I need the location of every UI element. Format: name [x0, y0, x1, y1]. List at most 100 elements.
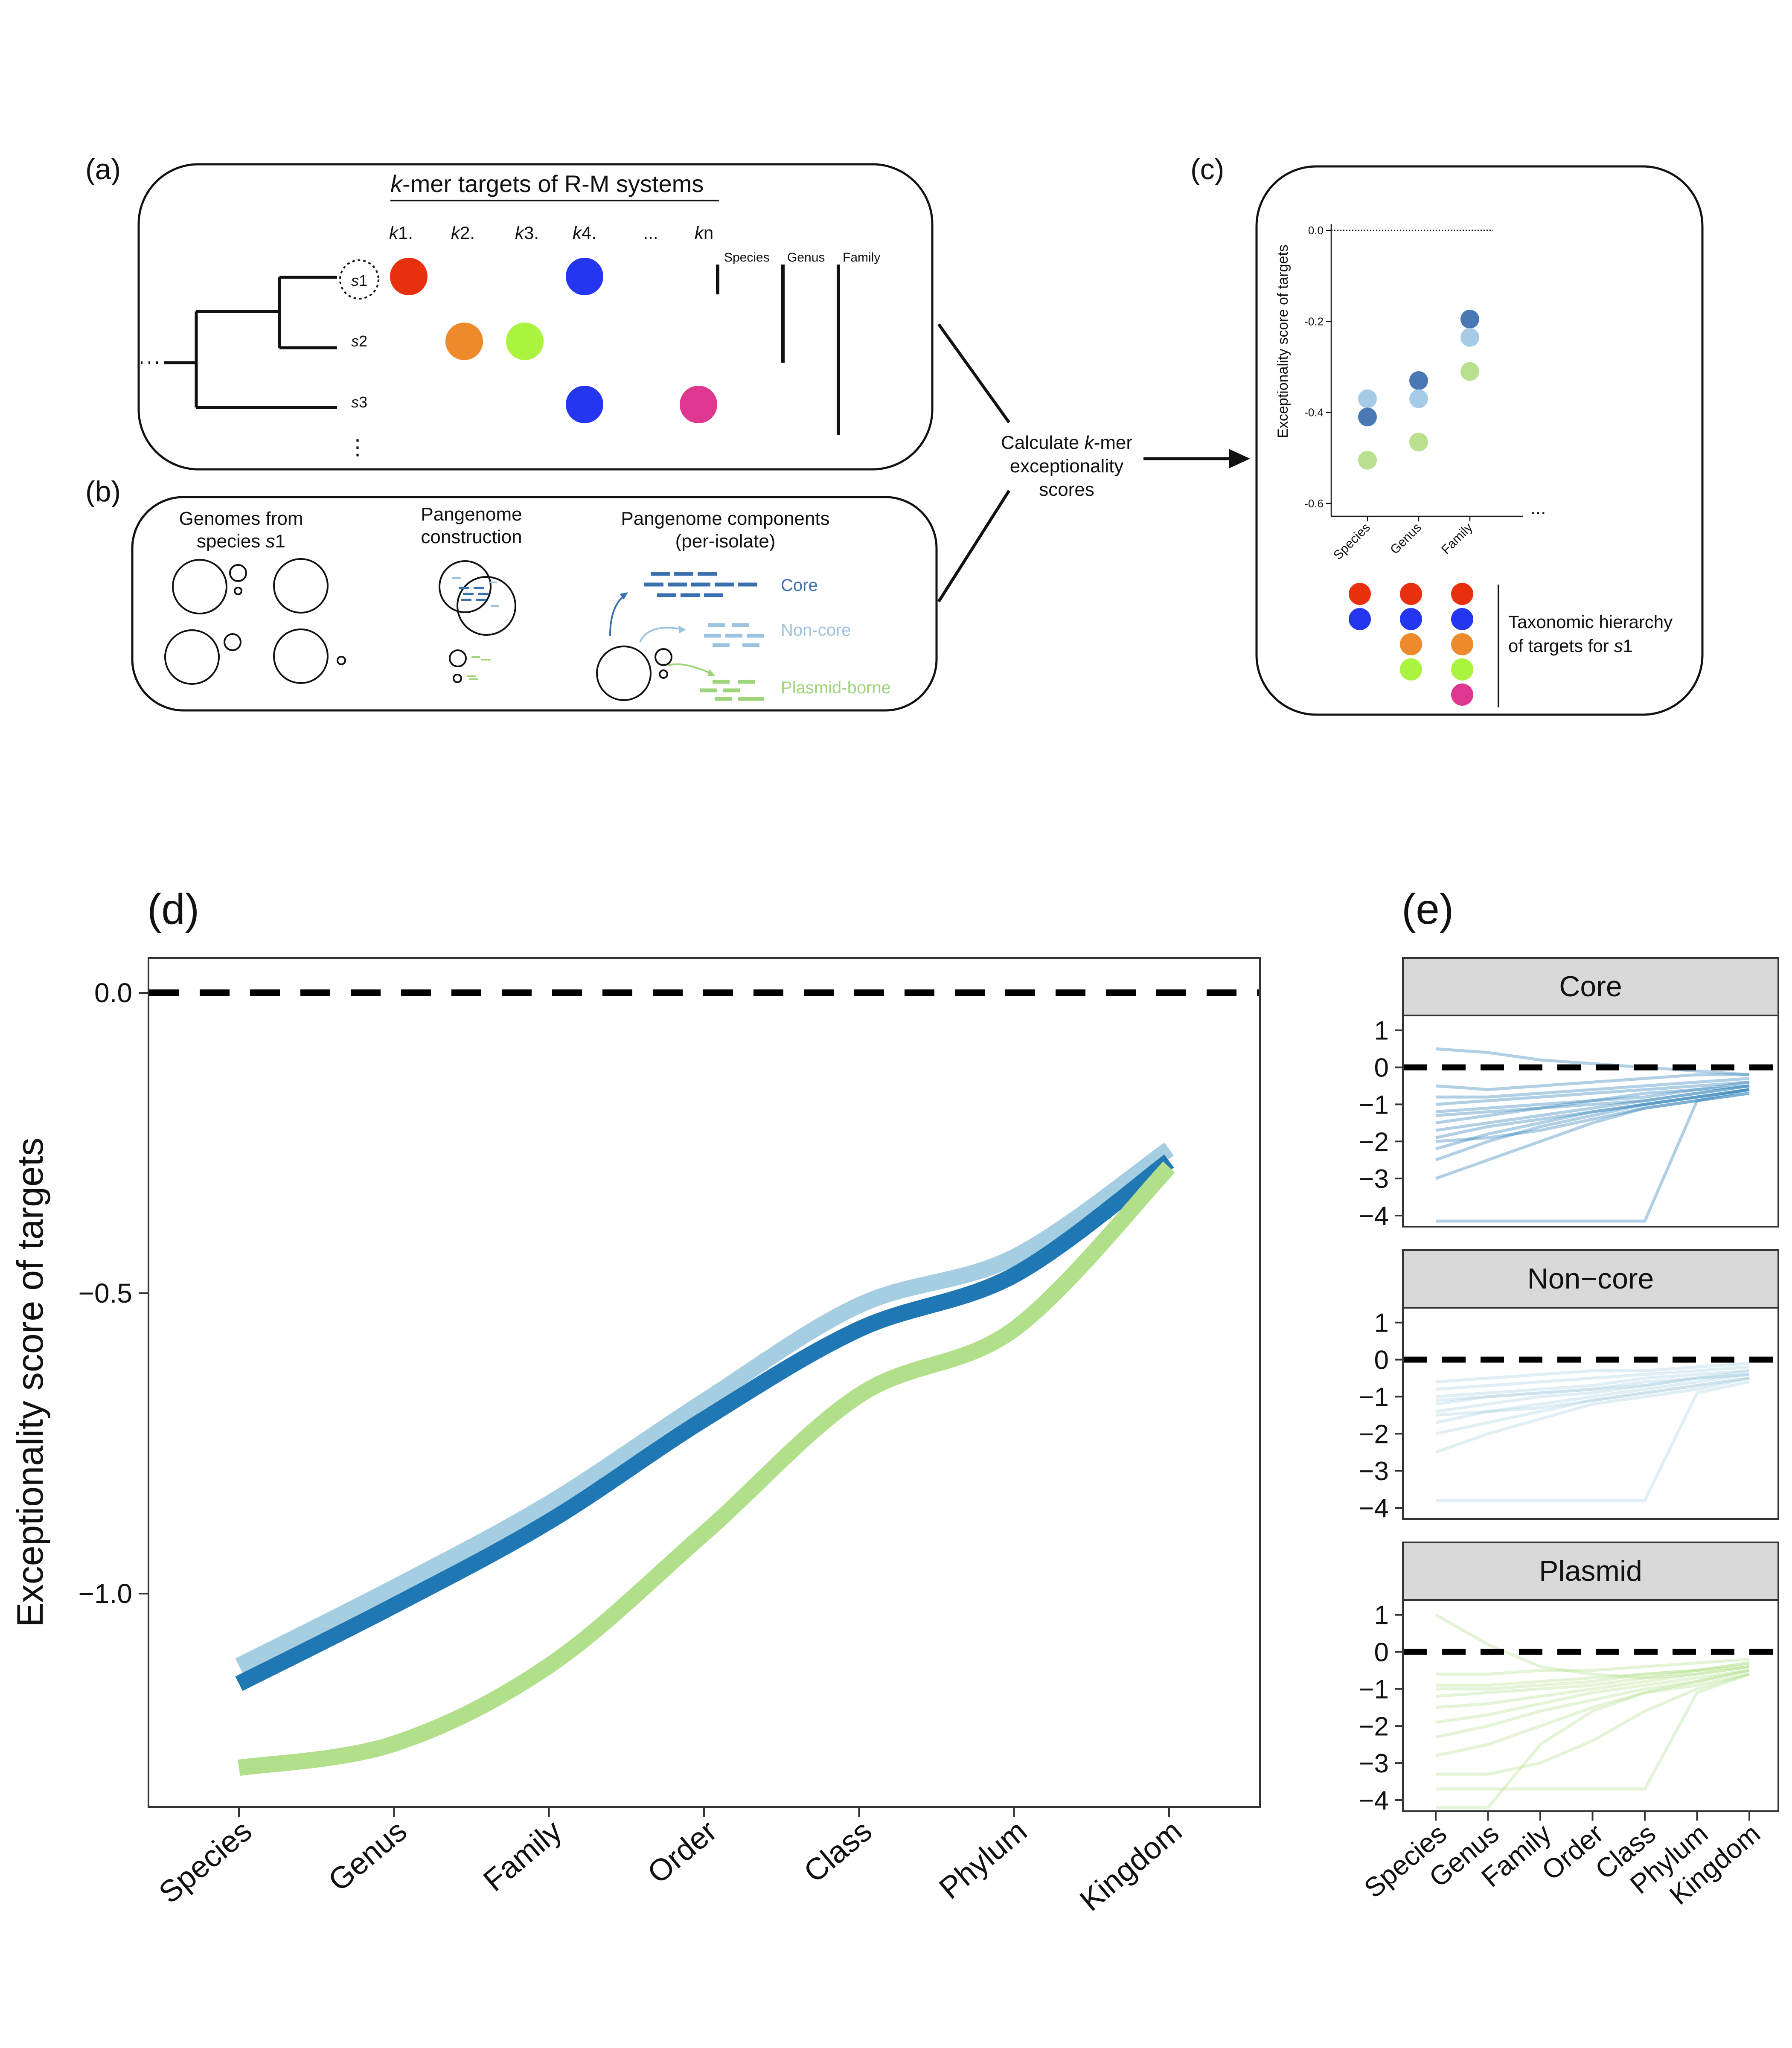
facet-plot-frame	[1402, 1307, 1779, 1520]
facet-line	[1436, 1077, 1750, 1099]
s1-highlight-circle	[339, 259, 379, 300]
species-label-s3: s3	[351, 393, 367, 411]
panel-label-c: (c)	[1190, 153, 1224, 186]
panel-a: (a) k-mer targets of R-M systems k1. k2.…	[85, 153, 934, 471]
pangenome-title: Pangenome	[421, 504, 522, 525]
facet-y-tick-label: −1	[1359, 1675, 1389, 1704]
facet-line	[1435, 1091, 1750, 1180]
facet-y-tick-label: 1	[1374, 1309, 1389, 1338]
panel-c-point-plasmid	[1460, 362, 1479, 381]
facet-line	[1436, 1088, 1750, 1223]
panel-a-title-rest: -mer targets of R-M systems	[402, 170, 704, 197]
dot-s2-k3	[506, 323, 544, 360]
calculate-label-3: scores	[1039, 479, 1094, 500]
hierarchy-dot-k1	[1349, 583, 1371, 605]
panel-d-x-tick-label: Species	[153, 1814, 259, 1910]
rank-label-species: Species	[724, 250, 770, 265]
facet-strip-label: Plasmid	[1539, 1555, 1642, 1587]
panel-e: (e) Core10−1−2−3−4Non−core10−1−2−3−4Plas…	[1358, 885, 1779, 1911]
hierarchy-label-2: of targets for s1	[1508, 636, 1633, 656]
facet-line	[1435, 1369, 1750, 1406]
facet-y-tick-label: 0	[1374, 1053, 1389, 1083]
panel-c-y-tick-label: -0.2	[1304, 315, 1324, 328]
taxonomic-hierarchy-dots	[1349, 583, 1473, 706]
components-title-2: (per-isolate)	[675, 531, 776, 552]
panel-d-series-core	[235, 1154, 1174, 1691]
component-label-core: Core	[781, 576, 818, 595]
kmer-label-1: k1.	[389, 223, 413, 243]
panel-c-y-ticks: 0.0 -0.2 -0.4 -0.6	[1304, 224, 1493, 510]
facet-line	[1436, 1661, 1750, 1690]
panel-d-series-plasmid	[238, 1161, 1175, 1776]
facet-strip-label: Core	[1559, 970, 1622, 1003]
facet-line	[1435, 1373, 1750, 1424]
facet-line	[1436, 1673, 1750, 1791]
panel-c-y-tick-label: -0.6	[1304, 497, 1324, 510]
facet-line	[1435, 1084, 1750, 1132]
panel-d-x-tick-label: Order	[641, 1814, 723, 1891]
facet-line	[1435, 1088, 1750, 1161]
panel-a-title: k-mer targets of R-M systems	[390, 170, 704, 197]
facet-y-tick-label: −3	[1359, 1457, 1389, 1486]
panel-c-y-tick-label: -0.4	[1304, 406, 1324, 419]
component-label-noncore: Non-core	[781, 621, 851, 640]
panel-label-a: (a)	[85, 153, 121, 186]
facet-line	[1435, 1088, 1750, 1140]
facet-line	[1435, 1365, 1750, 1391]
hierarchy-dot-k3	[1400, 658, 1422, 681]
panel-c-point-plasmid	[1358, 451, 1377, 470]
panel-a-frame	[137, 163, 934, 471]
panel-e-x-ticks: SpeciesGenusFamilyOrderClassPhylumKingdo…	[1358, 1811, 1766, 1911]
facet-line	[1436, 1669, 1750, 1809]
dot-s2-k2	[445, 323, 483, 360]
facet-line	[1435, 1613, 1750, 1679]
panel-b: (b) Genomes from species s1 Pangenome co…	[85, 475, 938, 712]
panel-d-y-tick-label: 0.0	[94, 977, 132, 1008]
panel-c-point-plasmid	[1409, 433, 1428, 451]
facet-y-tick-label: 0	[1374, 1346, 1389, 1375]
rank-label-genus: Genus	[787, 250, 825, 265]
facet-y-tick-label: −3	[1359, 1749, 1389, 1778]
panel-label-b: (b)	[85, 475, 121, 508]
facet-y-tick-label: −4	[1359, 1494, 1389, 1523]
kmer-label-4: k4.	[573, 223, 596, 243]
hierarchy-dot-kn	[1451, 684, 1473, 706]
panel-c-point-core	[1409, 371, 1428, 390]
isolate-genome	[596, 646, 672, 701]
facet-line	[1435, 1084, 1750, 1117]
dot-s3-k4	[566, 386, 603, 423]
kmer-dots	[390, 258, 717, 423]
panel-a-title-k: k	[390, 170, 404, 197]
facet-line	[1435, 1084, 1750, 1125]
hierarchy-dot-k2	[1451, 633, 1473, 655]
panel-c-x-tick-label: Genus	[1388, 521, 1424, 557]
hierarchy-dot-k1	[1451, 583, 1473, 605]
panel-d-x-tick-label: Class	[797, 1814, 878, 1889]
panel-d-x-tick-label: Genus	[322, 1814, 413, 1898]
facet-core: Core 1 0 −1 −2 −3 −4	[1359, 957, 1779, 1231]
hierarchy-label-1: Taxonomic hierarchy	[1508, 612, 1673, 632]
kmer-label-3: k3.	[515, 223, 539, 243]
hierarchy-dot-k3	[1451, 658, 1473, 681]
facet-line	[1435, 1665, 1750, 1709]
panel-c-points	[1358, 310, 1479, 470]
dot-s3-kn	[680, 386, 717, 423]
genomes-title-2: species s1	[197, 531, 285, 552]
facet-line	[1435, 1369, 1750, 1398]
facet-plot-frame	[1402, 1015, 1779, 1228]
facet-y-tick-label: −1	[1359, 1090, 1389, 1120]
arrow-head	[1229, 449, 1250, 468]
component-noncore-glyph	[704, 623, 764, 647]
panel-c-x-ellipsis: ...	[1530, 497, 1546, 518]
panel-c-point-noncore	[1358, 389, 1377, 408]
facet-line	[1435, 1376, 1750, 1417]
rank-bars: Species Genus Family	[716, 250, 880, 435]
calculate-label-2: exceptionality	[1010, 456, 1124, 477]
genomes-title: Genomes from	[179, 508, 303, 529]
panel-d-series	[235, 1142, 1175, 1776]
species-label-s1: s1	[351, 272, 367, 289]
panel-c-point-noncore	[1409, 389, 1428, 408]
panel-d: (d) Exceptionality score of targets 0.0 −…	[10, 885, 1261, 1918]
calculate-label-1: Calculate k-mer	[1001, 432, 1132, 453]
